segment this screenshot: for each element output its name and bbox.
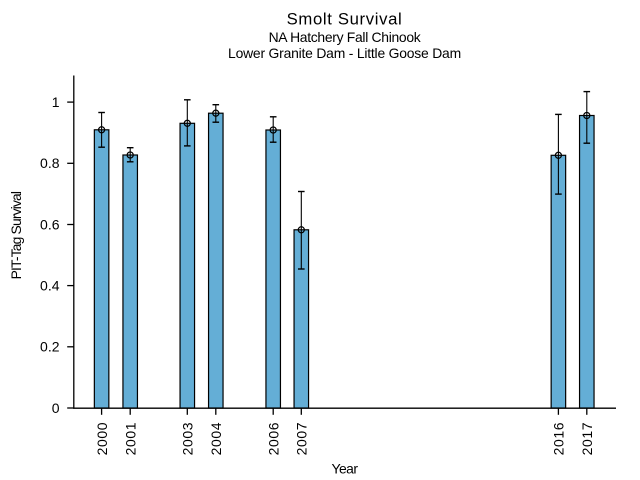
svg-text:Smolt Survival: Smolt Survival	[287, 10, 403, 29]
svg-text:2003: 2003	[180, 422, 196, 456]
svg-text:2016: 2016	[551, 422, 567, 456]
svg-text:2017: 2017	[579, 422, 595, 456]
svg-text:2006: 2006	[266, 422, 282, 456]
svg-text:0: 0	[52, 400, 60, 416]
svg-text:1: 1	[52, 94, 60, 110]
svg-text:2004: 2004	[208, 422, 224, 456]
svg-text:PIT-Tag Survival: PIT-Tag Survival	[8, 191, 24, 279]
svg-text:NA Hatchery Fall Chinook: NA Hatchery Fall Chinook	[269, 29, 421, 45]
svg-text:0.2: 0.2	[40, 339, 60, 355]
svg-text:0.6: 0.6	[40, 216, 60, 232]
svg-text:Year: Year	[331, 461, 358, 477]
svg-text:2000: 2000	[94, 422, 110, 456]
svg-text:2001: 2001	[123, 422, 139, 456]
svg-text:0.4: 0.4	[40, 277, 60, 293]
svg-text:2007: 2007	[294, 422, 310, 456]
svg-text:Lower Granite Dam - Little Goo: Lower Granite Dam - Little Goose Dam	[228, 45, 461, 61]
svg-text:0.8: 0.8	[40, 155, 60, 171]
